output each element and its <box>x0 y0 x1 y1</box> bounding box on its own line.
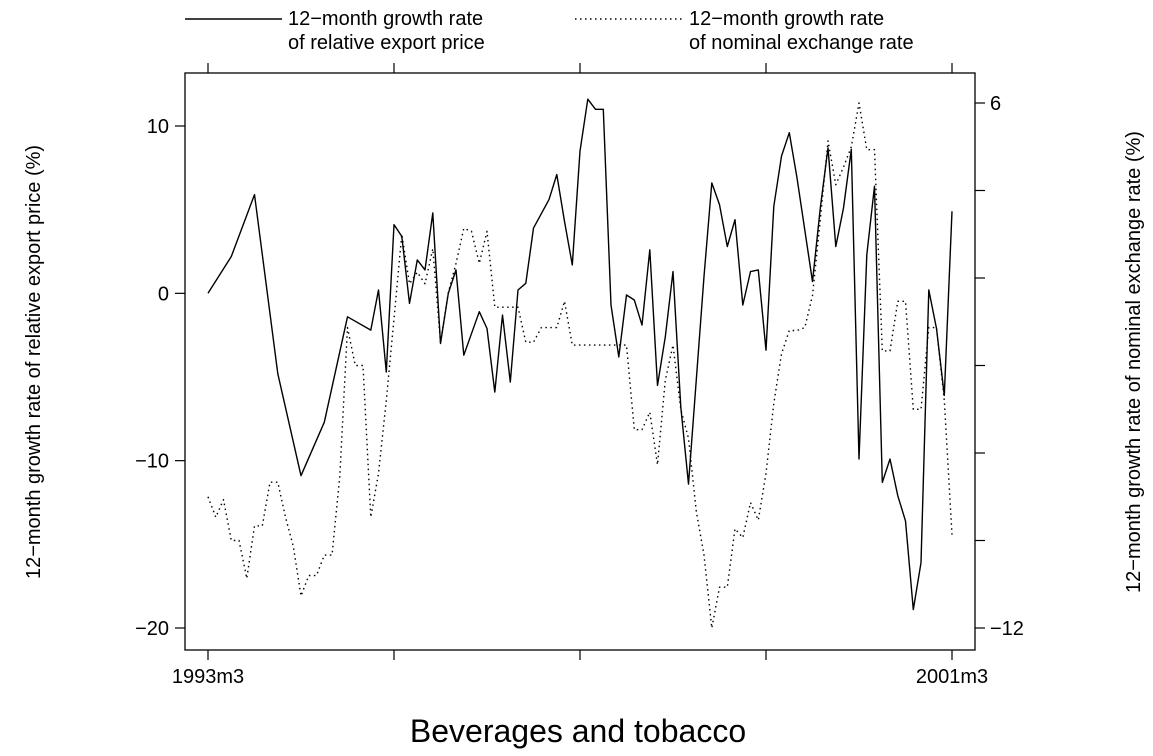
y-axis-left-label: 12−month growth rate of relative export … <box>23 145 45 579</box>
y-right-tick-label: 6 <box>990 93 1001 115</box>
series-line-relative-export-price <box>207 98 953 611</box>
legend-label-line: of relative export price <box>288 32 485 54</box>
chart-title: Beverages and tobacco <box>410 713 746 749</box>
legend-label-line: of nominal exchange rate <box>689 32 914 54</box>
series-layer <box>207 98 953 629</box>
legend-label: 12−month growth rate of relative export p… <box>288 8 485 54</box>
axis-ticks: 1993m3 2001m3 10 0 −10 −20 6 −12 <box>135 63 1024 688</box>
legend: 12−month growth rate of relative export p… <box>185 8 914 54</box>
y-axis-right-label: 12−month growth rate of nominal exchange… <box>1123 131 1145 593</box>
y-right-tick-label: −12 <box>990 618 1024 640</box>
y-left-tick-label: −10 <box>135 451 169 473</box>
legend-label-line: 12−month growth rate <box>288 8 483 30</box>
legend-label: 12−month growth rate of nominal exchange … <box>689 8 914 54</box>
y-left-tick-label: −20 <box>135 618 169 640</box>
x-tick-label: 2001m3 <box>916 666 988 688</box>
y-left-tick-label: 10 <box>147 116 169 138</box>
y-left-tick-label: 0 <box>158 283 169 305</box>
legend-label-line: 12−month growth rate <box>689 8 884 30</box>
series-line-nominal-exchange-rate <box>207 102 953 629</box>
x-tick-label: 1993m3 <box>172 666 244 688</box>
